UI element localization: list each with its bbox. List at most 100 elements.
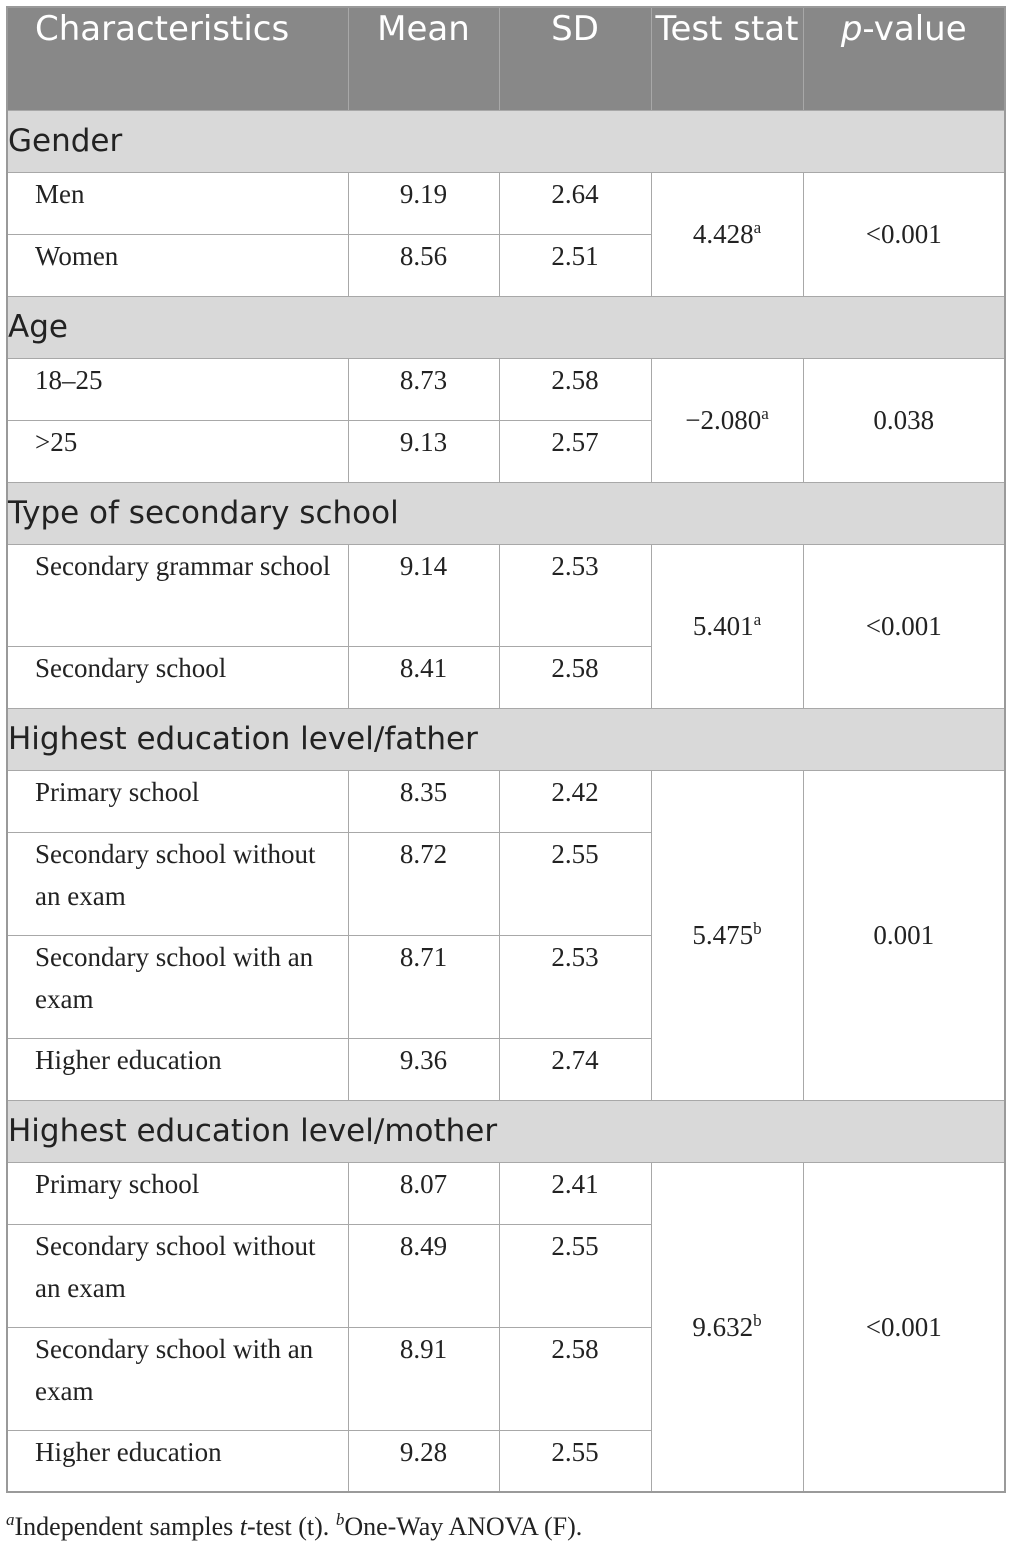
table-row: Higher education 9.28 2.55 xyxy=(6,1429,1005,1493)
row-label: Secondary school with an exam xyxy=(6,934,349,1039)
footnote-a-text-1: Independent samples xyxy=(14,1512,240,1541)
row-mean: 9.19 xyxy=(347,171,500,235)
table-row: Secondary grammar school 9.14 2.53 5.401a <0… xyxy=(6,543,1006,709)
test-stat-value: 5.475 xyxy=(692,920,754,950)
row-mean: 8.71 xyxy=(347,934,500,1039)
section-title: Highest education level/mother xyxy=(6,1099,1006,1163)
row-mean: 9.36 xyxy=(347,1037,500,1101)
footnote-b-text: One-Way ANOVA (F). xyxy=(344,1512,583,1541)
row-label: Primary school xyxy=(6,1161,349,1225)
row-label: 18–25 xyxy=(6,357,349,421)
row-mean: 8.41 xyxy=(347,645,500,709)
p-value-cell: 0.001 xyxy=(802,769,1006,1101)
row-sd: 2.58 xyxy=(498,645,652,709)
footnote-b-marker: b xyxy=(335,1510,345,1529)
header-p-rest: -value xyxy=(862,9,967,49)
header-mean: Mean xyxy=(347,6,500,111)
row-sd: 2.57 xyxy=(498,419,652,483)
row-label: Secondary school without an exam xyxy=(6,831,349,936)
test-stat-superscript: a xyxy=(761,404,769,423)
row-sd: 2.41 xyxy=(498,1161,652,1225)
test-stat-cell: 5.401a xyxy=(650,543,804,709)
header-test-stat: Test stat xyxy=(650,6,804,111)
row-mean: 8.56 xyxy=(347,233,500,297)
footnote-a-marker: a xyxy=(6,1510,15,1529)
row-sd: 2.74 xyxy=(498,1037,652,1101)
statistics-table: Characteristics Mean SD Test stat p-valu… xyxy=(6,6,1006,1493)
table-row: Higher education 9.36 2.74 xyxy=(6,1037,1005,1101)
row-sd: 2.53 xyxy=(498,543,652,647)
section-title: Type of secondary school xyxy=(6,481,1006,545)
header-row: Characteristics Mean SD Test stat p-valu… xyxy=(6,6,1006,111)
row-mean: 8.35 xyxy=(347,769,500,833)
row-label: Secondary school without an exam xyxy=(6,1223,349,1328)
row-mean: 9.14 xyxy=(347,543,500,647)
table-row: Women 8.56 2.51 xyxy=(6,233,1005,297)
row-mean: 8.07 xyxy=(347,1161,500,1225)
row-mean: 8.91 xyxy=(347,1326,500,1431)
test-stat-superscript: a xyxy=(753,218,762,237)
test-stat-superscript: b xyxy=(753,1310,762,1330)
row-mean: 8.73 xyxy=(347,357,500,421)
row-label: Secondary grammar school xyxy=(6,543,349,647)
row-label: Secondary school with an exam xyxy=(6,1326,349,1431)
row-mean: 8.72 xyxy=(347,831,500,936)
p-value-cell: <0.001 xyxy=(802,171,1006,297)
section-row: Highest education level/father xyxy=(6,707,1006,771)
p-value-cell: <0.001 xyxy=(802,1161,1006,1493)
p-value-cell: 0.038 xyxy=(802,357,1006,483)
row-sd: 2.58 xyxy=(498,357,652,421)
row-sd: 2.55 xyxy=(498,1429,652,1493)
footnote-a-text-t: t xyxy=(239,1512,247,1541)
header-characteristics: Characteristics xyxy=(6,6,349,111)
section-row: Type of secondary school xyxy=(6,481,1006,545)
table-row: Secondary school with an exam 8.71 2.53 xyxy=(6,934,1005,1039)
table-footnote: aIndependent samples t-test (t). bOne-Wa… xyxy=(6,1510,583,1542)
row-sd: 2.42 xyxy=(498,769,652,833)
header-sd: SD xyxy=(498,6,652,111)
row-sd: 2.51 xyxy=(498,233,652,297)
test-stat-superscript: b xyxy=(753,919,762,938)
test-stat-value: 9.632 xyxy=(692,1311,754,1342)
table-row: Primary school 8.35 2.42 5.475b 0.001 xyxy=(6,769,1006,1101)
section-title: Highest education level/father xyxy=(6,707,1006,771)
footnote-a-text-2: -test (t). xyxy=(247,1512,336,1541)
row-mean: 8.49 xyxy=(347,1223,500,1328)
row-mean: 9.13 xyxy=(347,419,500,483)
test-stat-cell: 9.632b xyxy=(650,1161,804,1493)
test-stat-superscript: a xyxy=(753,610,762,629)
row-mean: 9.28 xyxy=(347,1429,500,1493)
section-title: Gender xyxy=(6,109,1006,173)
row-sd: 2.53 xyxy=(498,934,652,1039)
header-p-italic: p xyxy=(840,9,863,49)
row-label: Higher education xyxy=(6,1037,349,1101)
test-stat-value: 5.401 xyxy=(692,611,754,641)
test-stat-cell: 4.428a xyxy=(650,171,804,297)
p-value-cell: <0.001 xyxy=(802,543,1006,709)
test-stat-cell: 5.475b xyxy=(650,769,804,1101)
test-stat-value: −2.080 xyxy=(685,405,762,435)
test-stat-value: 4.428 xyxy=(692,219,754,249)
table-row: Primary school 8.07 2.41 9.632b <0.001 xyxy=(6,1161,1006,1493)
test-stat-cell: −2.080a xyxy=(650,357,804,483)
row-label: Women xyxy=(6,233,349,297)
table-row: Secondary school without an exam 8.49 2.55 xyxy=(6,1223,1005,1328)
row-sd: 2.55 xyxy=(498,1223,652,1328)
row-label: Higher education xyxy=(6,1429,349,1493)
section-row: Age xyxy=(6,295,1006,359)
table-row: Men 9.19 2.64 4.428a <0.001 xyxy=(6,171,1006,297)
section-row: Gender xyxy=(6,109,1006,173)
row-label: Secondary school xyxy=(6,645,349,709)
section-title: Age xyxy=(6,295,1006,359)
header-p-value: p-value xyxy=(802,6,1006,111)
row-sd: 2.64 xyxy=(498,171,652,235)
row-label: Men xyxy=(6,171,349,235)
table-row: Secondary school with an exam 8.91 2.58 xyxy=(6,1326,1005,1431)
row-label: Primary school xyxy=(6,769,349,833)
row-sd: 2.58 xyxy=(498,1326,652,1431)
table-row: Secondary school without an exam 8.72 2.55 xyxy=(6,831,1005,936)
row-sd: 2.55 xyxy=(498,831,652,936)
table-row: 18–25 8.73 2.58 −2.080a 0.038 xyxy=(6,357,1006,483)
row-label: >25 xyxy=(6,419,349,483)
table-body: Gender Men 9.19 2.64 4.428a <0.001 Women 8.56 2.… xyxy=(6,109,1006,1493)
